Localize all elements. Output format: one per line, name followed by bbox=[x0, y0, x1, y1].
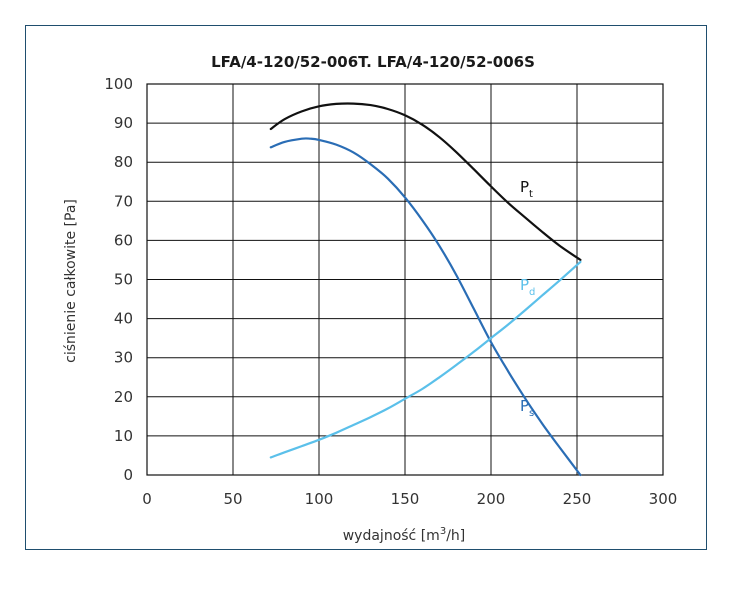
series-line-pt bbox=[269, 102, 582, 261]
y-tick-label: 60 bbox=[114, 231, 133, 249]
y-tick-label: 90 bbox=[114, 114, 133, 132]
x-tick-label: 50 bbox=[223, 490, 242, 508]
y-tick-label: 0 bbox=[123, 466, 133, 484]
y-tick-label: 50 bbox=[114, 271, 133, 289]
y-tick-label: 30 bbox=[114, 349, 133, 367]
series-label-ps: Ps bbox=[520, 397, 534, 419]
y-tick-label: 20 bbox=[114, 388, 133, 406]
x-axis-label: wydajność [m3/h] bbox=[343, 526, 466, 544]
x-tick-label: 250 bbox=[563, 490, 592, 508]
series-label-pd: Pd bbox=[520, 276, 535, 298]
chart-title: LFA/4-120/52-006T. LFA/4-120/52-006S bbox=[211, 53, 535, 71]
grid bbox=[146, 83, 664, 476]
y-tick-label: 70 bbox=[114, 192, 133, 210]
y-tick-label: 40 bbox=[114, 310, 133, 328]
series-label-pt: Pt bbox=[520, 178, 533, 200]
series-line-pd bbox=[269, 260, 582, 459]
y-tick-label: 80 bbox=[114, 153, 133, 171]
tick-labels: 0 50 100 150 200 250 300 0 10 20 30 40 50 60 70 80 90 100 bbox=[104, 75, 677, 508]
series-labels: Pt Ps Pd bbox=[520, 178, 535, 419]
x-tick-label: 300 bbox=[649, 490, 678, 508]
chart-frame bbox=[25, 25, 707, 550]
x-tick-label: 200 bbox=[477, 490, 506, 508]
x-tick-label: 0 bbox=[142, 490, 152, 508]
x-tick-label: 150 bbox=[391, 490, 420, 508]
x-tick-label: 100 bbox=[305, 490, 334, 508]
series-lines bbox=[269, 102, 582, 477]
y-axis-label: ciśnienie całkowite [Pa] bbox=[63, 199, 79, 363]
y-tick-label: 10 bbox=[114, 427, 133, 445]
plot-area-border bbox=[146, 83, 664, 476]
y-tick-label: 100 bbox=[104, 75, 133, 93]
series-line-ps bbox=[269, 137, 582, 477]
